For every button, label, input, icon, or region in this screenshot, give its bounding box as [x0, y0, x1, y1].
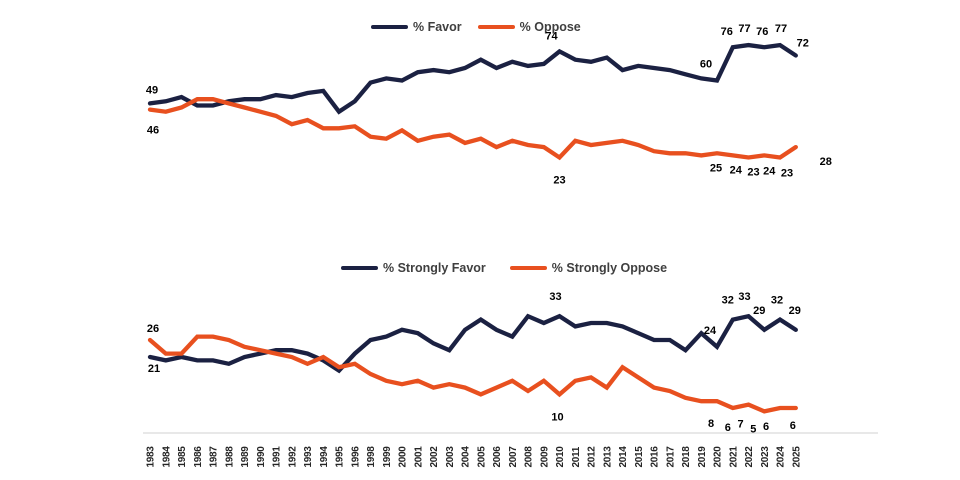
- point-label: 5: [750, 423, 756, 435]
- year-label: 2002: [429, 446, 440, 468]
- point-label: 8: [708, 418, 714, 430]
- point-label: 33: [549, 291, 561, 303]
- point-label: 60: [700, 59, 712, 71]
- point-label: 29: [753, 305, 765, 317]
- point-label: 74: [545, 30, 558, 42]
- point-label: 25: [710, 162, 722, 174]
- year-label: 2021: [728, 446, 739, 468]
- legend-item-favor: % Favor: [371, 20, 462, 34]
- legend-label-favor: % Favor: [413, 20, 462, 34]
- favor-oppose-chart: 49 74 60 76 77 76 77 72 46 23 25 24 23 24 23 28: [146, 23, 832, 186]
- year-label: 2023: [760, 446, 771, 468]
- point-label: 23: [747, 167, 759, 179]
- point-label: 26: [147, 323, 159, 335]
- year-label: 1994: [319, 446, 330, 468]
- year-label: 1990: [256, 446, 267, 468]
- legend-item-strongly-oppose: % Strongly Oppose: [509, 261, 668, 275]
- year-label: 2007: [508, 446, 519, 468]
- year-label: 2005: [476, 446, 487, 468]
- year-label: 1996: [350, 446, 361, 468]
- year-label: 2010: [555, 446, 566, 468]
- year-label: 2003: [445, 446, 456, 468]
- point-label: 76: [721, 26, 733, 38]
- legend-label-strongly-favor: % Strongly Favor: [383, 261, 486, 275]
- year-label: 2013: [602, 446, 613, 468]
- year-label: 1984: [161, 446, 172, 468]
- x-axis: 1983 1984 1985 1986 1987 1988 1989 1990 1991 1992…: [143, 432, 878, 468]
- legend-item-oppose: % Oppose: [477, 20, 581, 34]
- year-label: 2008: [524, 446, 535, 468]
- point-label: 24: [763, 165, 776, 177]
- legend-item-strongly-favor: % Strongly Favor: [341, 261, 486, 275]
- year-label: 2022: [744, 446, 755, 468]
- year-label: 1983: [146, 446, 157, 468]
- point-label: 6: [763, 421, 769, 433]
- legend-top: % Favor % Oppose: [371, 20, 581, 34]
- year-label: 1989: [240, 446, 251, 468]
- year-label: 2000: [398, 446, 409, 468]
- year-label: 2016: [650, 446, 661, 468]
- year-label: 1995: [335, 446, 346, 468]
- year-label: 2018: [681, 446, 692, 468]
- year-label: 1986: [193, 446, 204, 468]
- point-label: 21: [148, 363, 160, 375]
- point-label: 72: [797, 38, 809, 50]
- point-label: 23: [781, 168, 793, 180]
- point-label: 33: [738, 291, 750, 303]
- year-label: 2025: [791, 446, 802, 468]
- point-label: 32: [771, 295, 783, 307]
- strongly-favor-line-swatch: [341, 265, 378, 271]
- year-label: 2006: [492, 446, 503, 468]
- legend-bottom: % Strongly Favor % Strongly Oppose: [341, 261, 667, 275]
- oppose-line: [147, 97, 798, 161]
- point-label: 28: [820, 156, 832, 168]
- legend-label-strongly-oppose: % Strongly Oppose: [551, 261, 668, 275]
- strongly-favor-line: [147, 313, 798, 374]
- favor-line-swatch: [371, 24, 408, 30]
- year-label: 2024: [776, 446, 787, 468]
- year-label: 2017: [665, 446, 676, 468]
- year-label: 2014: [618, 446, 629, 468]
- point-label: 77: [775, 23, 787, 35]
- point-label: 10: [551, 411, 563, 423]
- point-label: 76: [756, 26, 768, 38]
- year-label: 1998: [366, 446, 377, 468]
- year-label: 1992: [287, 446, 298, 468]
- point-label: 32: [722, 295, 734, 307]
- year-label: 2009: [539, 446, 550, 468]
- point-label: 29: [789, 305, 801, 317]
- point-label: 77: [738, 23, 750, 35]
- point-label: 49: [146, 84, 158, 96]
- year-label: 2001: [413, 446, 424, 468]
- point-label: 7: [737, 419, 743, 431]
- year-label: 2012: [587, 446, 598, 468]
- strongly-oppose-line: [147, 334, 798, 414]
- favor-line: [147, 42, 798, 115]
- point-label: 6: [790, 420, 796, 432]
- year-label: 1985: [177, 446, 188, 468]
- year-label: 2019: [697, 446, 708, 468]
- legend-label-oppose: % Oppose: [519, 20, 581, 34]
- year-label: 2011: [571, 446, 582, 467]
- year-label: 2020: [713, 446, 724, 468]
- point-label: 23: [553, 175, 565, 187]
- year-label: 2004: [461, 446, 472, 468]
- year-label: 1999: [382, 446, 393, 468]
- strongly-oppose-line-swatch: [509, 265, 547, 271]
- year-label: 1987: [209, 446, 220, 468]
- year-label: 2015: [634, 446, 645, 468]
- year-label: 1991: [272, 446, 283, 468]
- oppose-line-swatch: [477, 24, 515, 30]
- point-label: 24: [730, 164, 743, 176]
- point-label: 24: [704, 325, 717, 337]
- point-label: 46: [147, 125, 159, 137]
- year-label: 1993: [303, 446, 314, 468]
- year-label: 1988: [224, 446, 235, 468]
- point-label: 6: [725, 422, 731, 434]
